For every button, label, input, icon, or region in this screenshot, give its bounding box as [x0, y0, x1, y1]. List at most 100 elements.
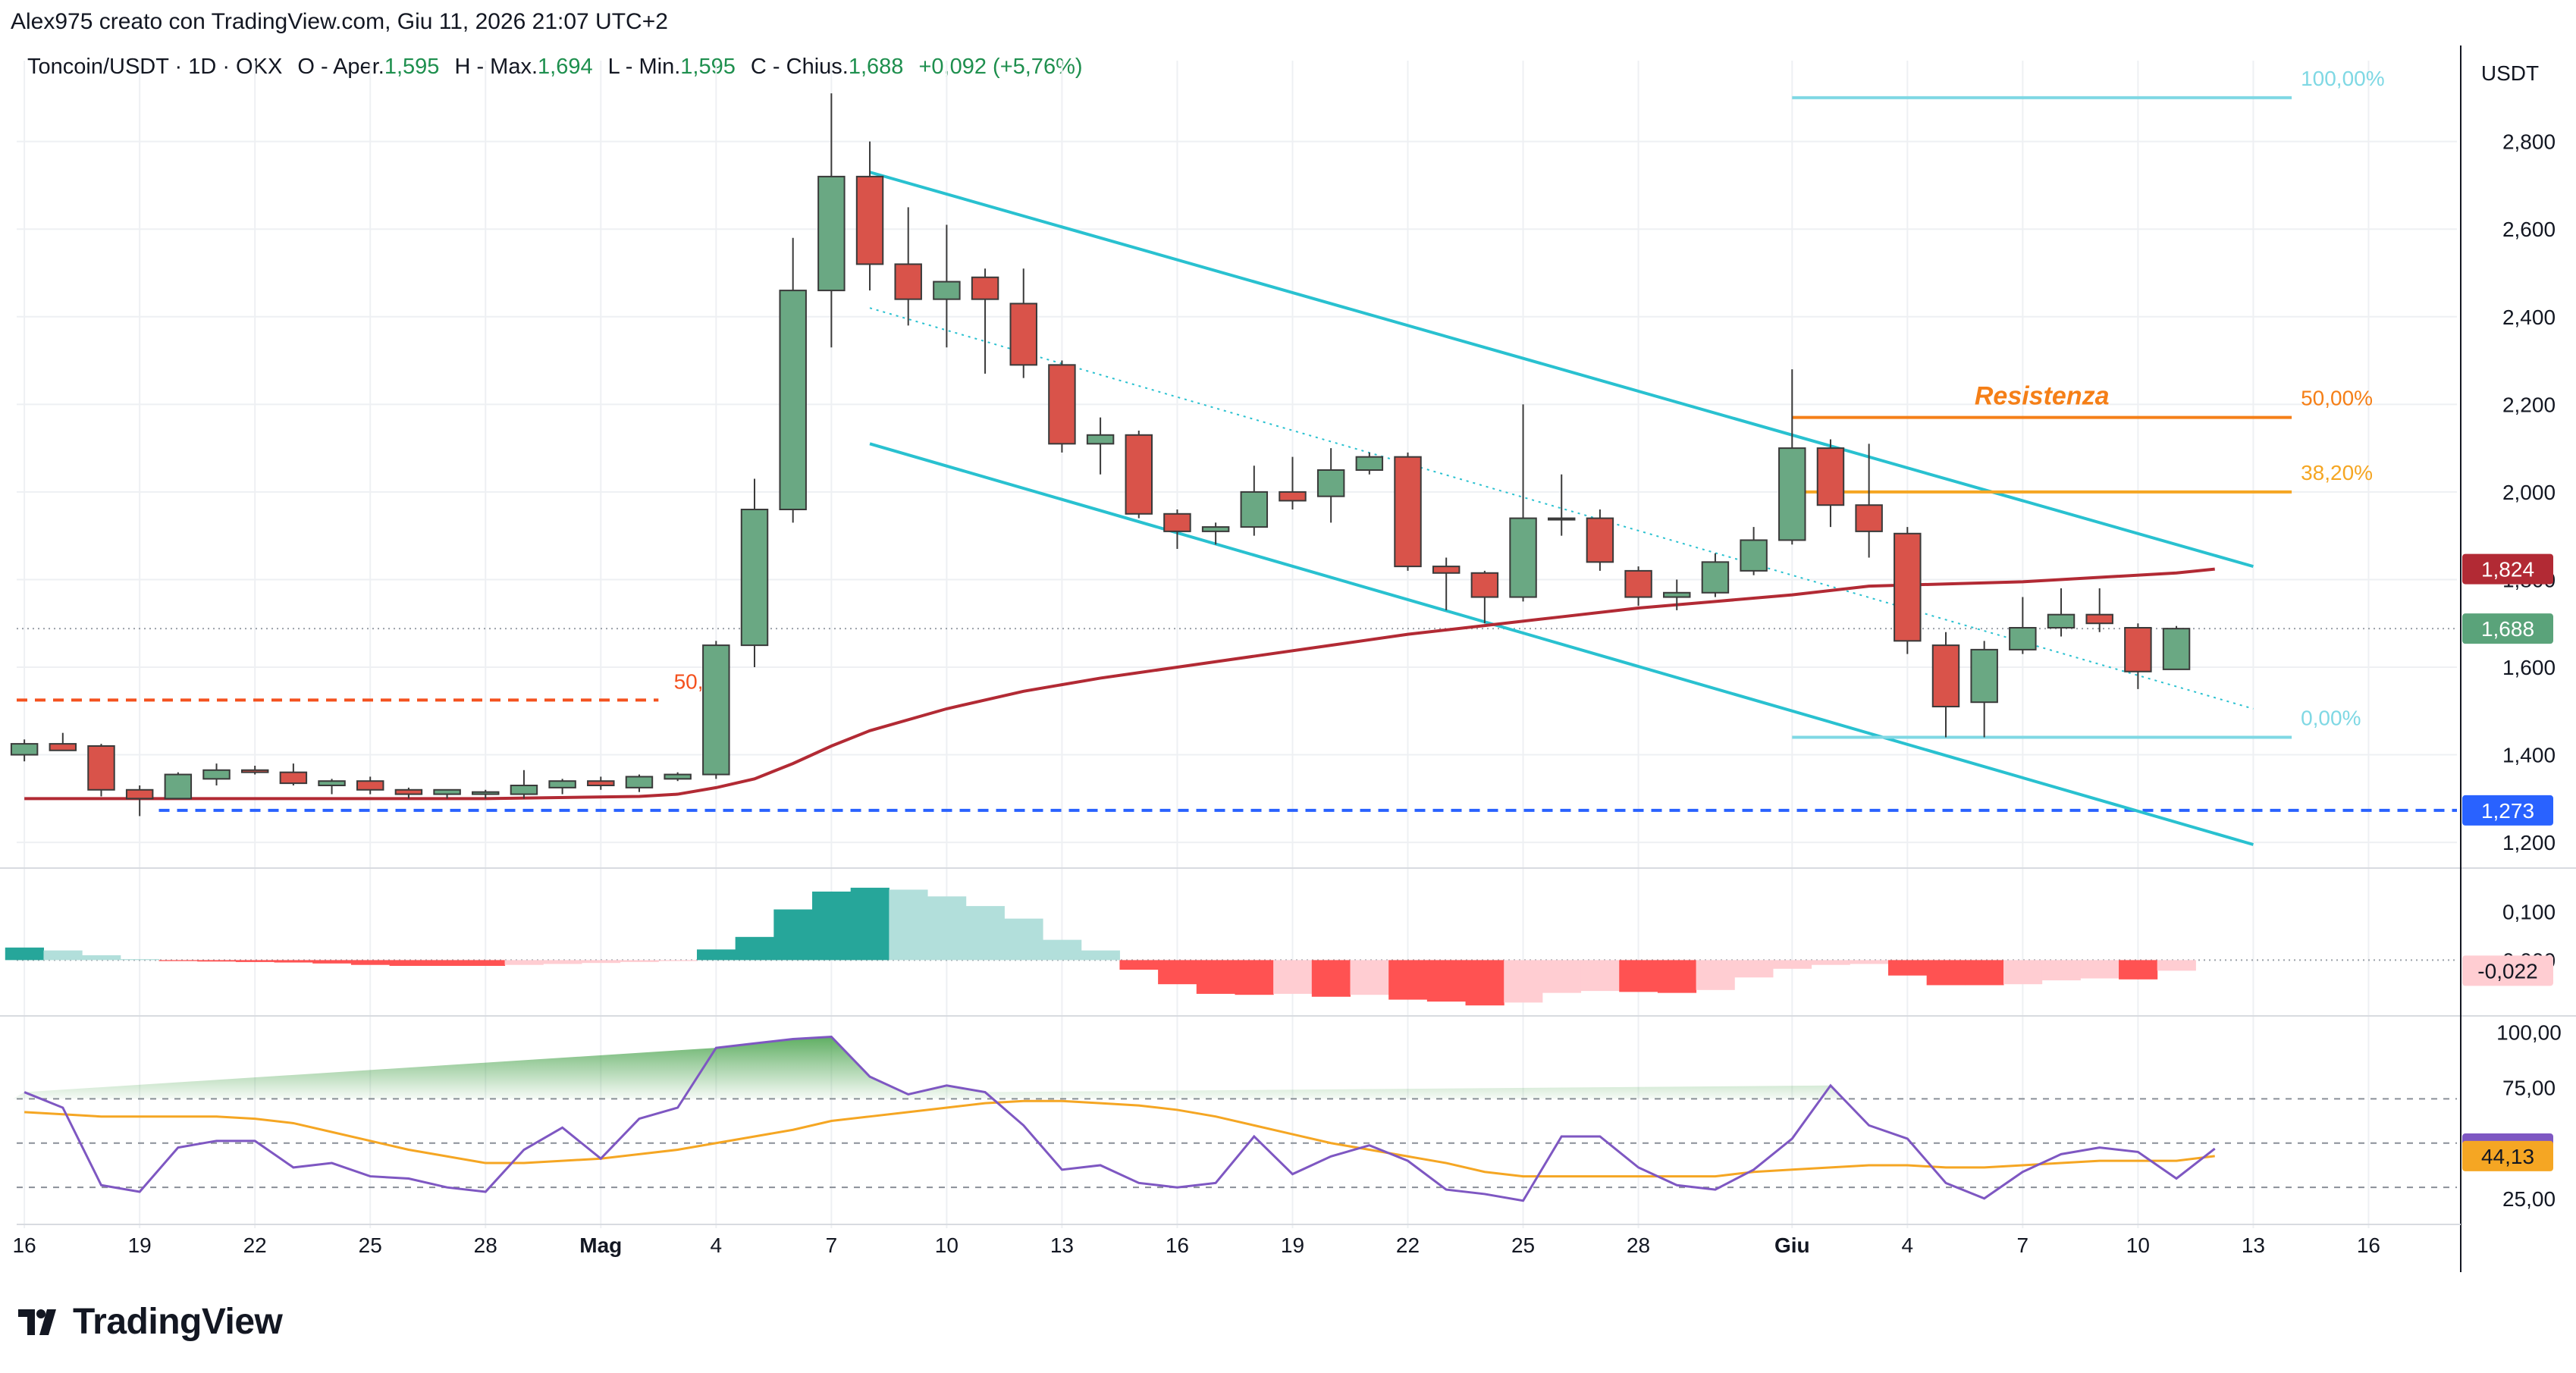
channel-upper-line: [869, 171, 2254, 569]
rsi-overbought-fill: [12, 1036, 1843, 1099]
legend-close-value: 1,688: [848, 55, 904, 79]
x-tick-label: 4: [711, 1234, 723, 1257]
candle-body: [1509, 517, 1537, 598]
macd-bar: [1965, 960, 2004, 986]
candle-body: [202, 769, 231, 780]
x-tick-label: 28: [474, 1234, 497, 1257]
macd-bar: [850, 887, 890, 961]
macd-bar: [1657, 960, 1697, 993]
currency-label[interactable]: USDT: [2481, 61, 2539, 85]
fib-level-label: 100,00%: [2301, 67, 2385, 90]
macd-bar: [1081, 950, 1120, 961]
candle-body: [1201, 526, 1230, 532]
macd-bar: [82, 955, 121, 961]
x-tick-label: 10: [935, 1234, 959, 1257]
legend-open-value: 1,595: [384, 55, 440, 79]
macd-last-label-box[interactable]: [2462, 955, 2553, 986]
y-tick-label: 1,400: [2502, 744, 2556, 767]
rsi-pane: [12, 1035, 2457, 1202]
macd-bar: [1350, 960, 1389, 995]
candle-body: [779, 290, 807, 510]
candle-body: [1778, 447, 1806, 541]
fib-level-label: 50,00%: [2301, 387, 2373, 410]
candle-body: [933, 281, 961, 300]
x-tick-label: 22: [243, 1234, 267, 1257]
candle-body: [1816, 447, 1845, 506]
macd-bar: [158, 960, 198, 961]
legend-high-label: H - Max.: [454, 55, 538, 79]
x-tick-label: 13: [2242, 1234, 2265, 1257]
macd-bar: [1426, 960, 1467, 1002]
macd-bar: [1887, 960, 1928, 976]
x-tick-label: 25: [1511, 1234, 1535, 1257]
legend-low-value: 1,595: [680, 55, 736, 79]
macd-bar: [2003, 960, 2043, 985]
rsi-tick-label: 25,00: [2502, 1187, 2556, 1211]
candles: [10, 93, 2191, 817]
candle-body: [1894, 532, 1922, 642]
candle-body: [1279, 491, 1307, 502]
candle-body: [240, 769, 269, 773]
channel-lower-line: [869, 442, 2254, 846]
candle-body: [1086, 434, 1115, 445]
macd-bar: [965, 906, 1005, 961]
candle-body: [625, 776, 654, 788]
ma-price-label-box[interactable]: [2462, 553, 2553, 585]
rsi-ma-last-label-box[interactable]: [2462, 1140, 2553, 1171]
y-tick-label: 2,800: [2502, 130, 2556, 154]
candle-body: [2047, 613, 2076, 629]
macd-bar: [658, 960, 698, 961]
candle-body: [279, 771, 308, 785]
candle-body: [472, 791, 500, 795]
candle-body: [1470, 572, 1499, 598]
x-tick-label: 13: [1050, 1234, 1074, 1257]
legend-symbol[interactable]: Toncoin/USDT · 1D · OKX: [27, 55, 283, 79]
tradingview-logo: TradingView: [18, 1301, 283, 1343]
y-tick-label: 2,400: [2502, 306, 2556, 329]
macd-last-label[interactable]: -0,022: [2477, 959, 2537, 983]
candle-body: [894, 263, 922, 300]
x-tick-label: 7: [2017, 1234, 2029, 1257]
macd-bar: [927, 896, 967, 961]
ma-price-label[interactable]: 1,824: [2481, 558, 2534, 581]
rsi-ma-last-label[interactable]: 44,13: [2481, 1145, 2534, 1168]
macd-bar: [120, 959, 160, 961]
candle-body: [125, 788, 154, 800]
x-tick-label: 7: [826, 1234, 838, 1257]
last-price-label-box[interactable]: [2462, 613, 2553, 644]
macd-bar: [581, 960, 621, 964]
macd-bar: [389, 960, 428, 966]
candle-body: [1931, 644, 1960, 707]
x-tick-label: 22: [1396, 1234, 1420, 1257]
candle-body: [1355, 456, 1384, 472]
channel-middle-line: [869, 307, 2254, 710]
macd-bar: [2119, 960, 2158, 980]
candle-body: [1163, 513, 1191, 532]
macd-bar: [1273, 960, 1313, 994]
x-tick-label: Mag: [579, 1234, 622, 1257]
candle-body: [87, 745, 115, 791]
macd-bar: [5, 947, 44, 961]
x-tick-label: 19: [1281, 1234, 1304, 1257]
support-price-label[interactable]: 1,273: [2481, 799, 2534, 823]
candle-body: [1432, 566, 1461, 574]
macd-tick-label: 0,100: [2502, 901, 2556, 924]
resistance-label: Resistenza: [1975, 381, 2110, 410]
macd-bar: [812, 892, 852, 961]
last-price-label[interactable]: 1,688: [2481, 617, 2534, 641]
candle-body: [587, 780, 615, 786]
axes: USDT 16 19 22 25 28 Mag 4 7 10 13 16 19 22 25 28 Giu 4 7 1…: [13, 61, 2562, 1257]
rsi-tick-label: 100,00: [2496, 1021, 2562, 1045]
macd-bar: [1696, 960, 1735, 990]
y-tick-label: 1,200: [2502, 831, 2556, 854]
candle-body: [394, 788, 423, 795]
macd-bar: [773, 909, 813, 961]
candle-body: [1855, 504, 1883, 532]
x-tick-label: 16: [1166, 1234, 1189, 1257]
macd-bar: [274, 960, 313, 963]
support-price-label-box[interactable]: [2462, 795, 2553, 826]
candle-body: [10, 743, 39, 756]
macd-bar: [312, 960, 352, 964]
